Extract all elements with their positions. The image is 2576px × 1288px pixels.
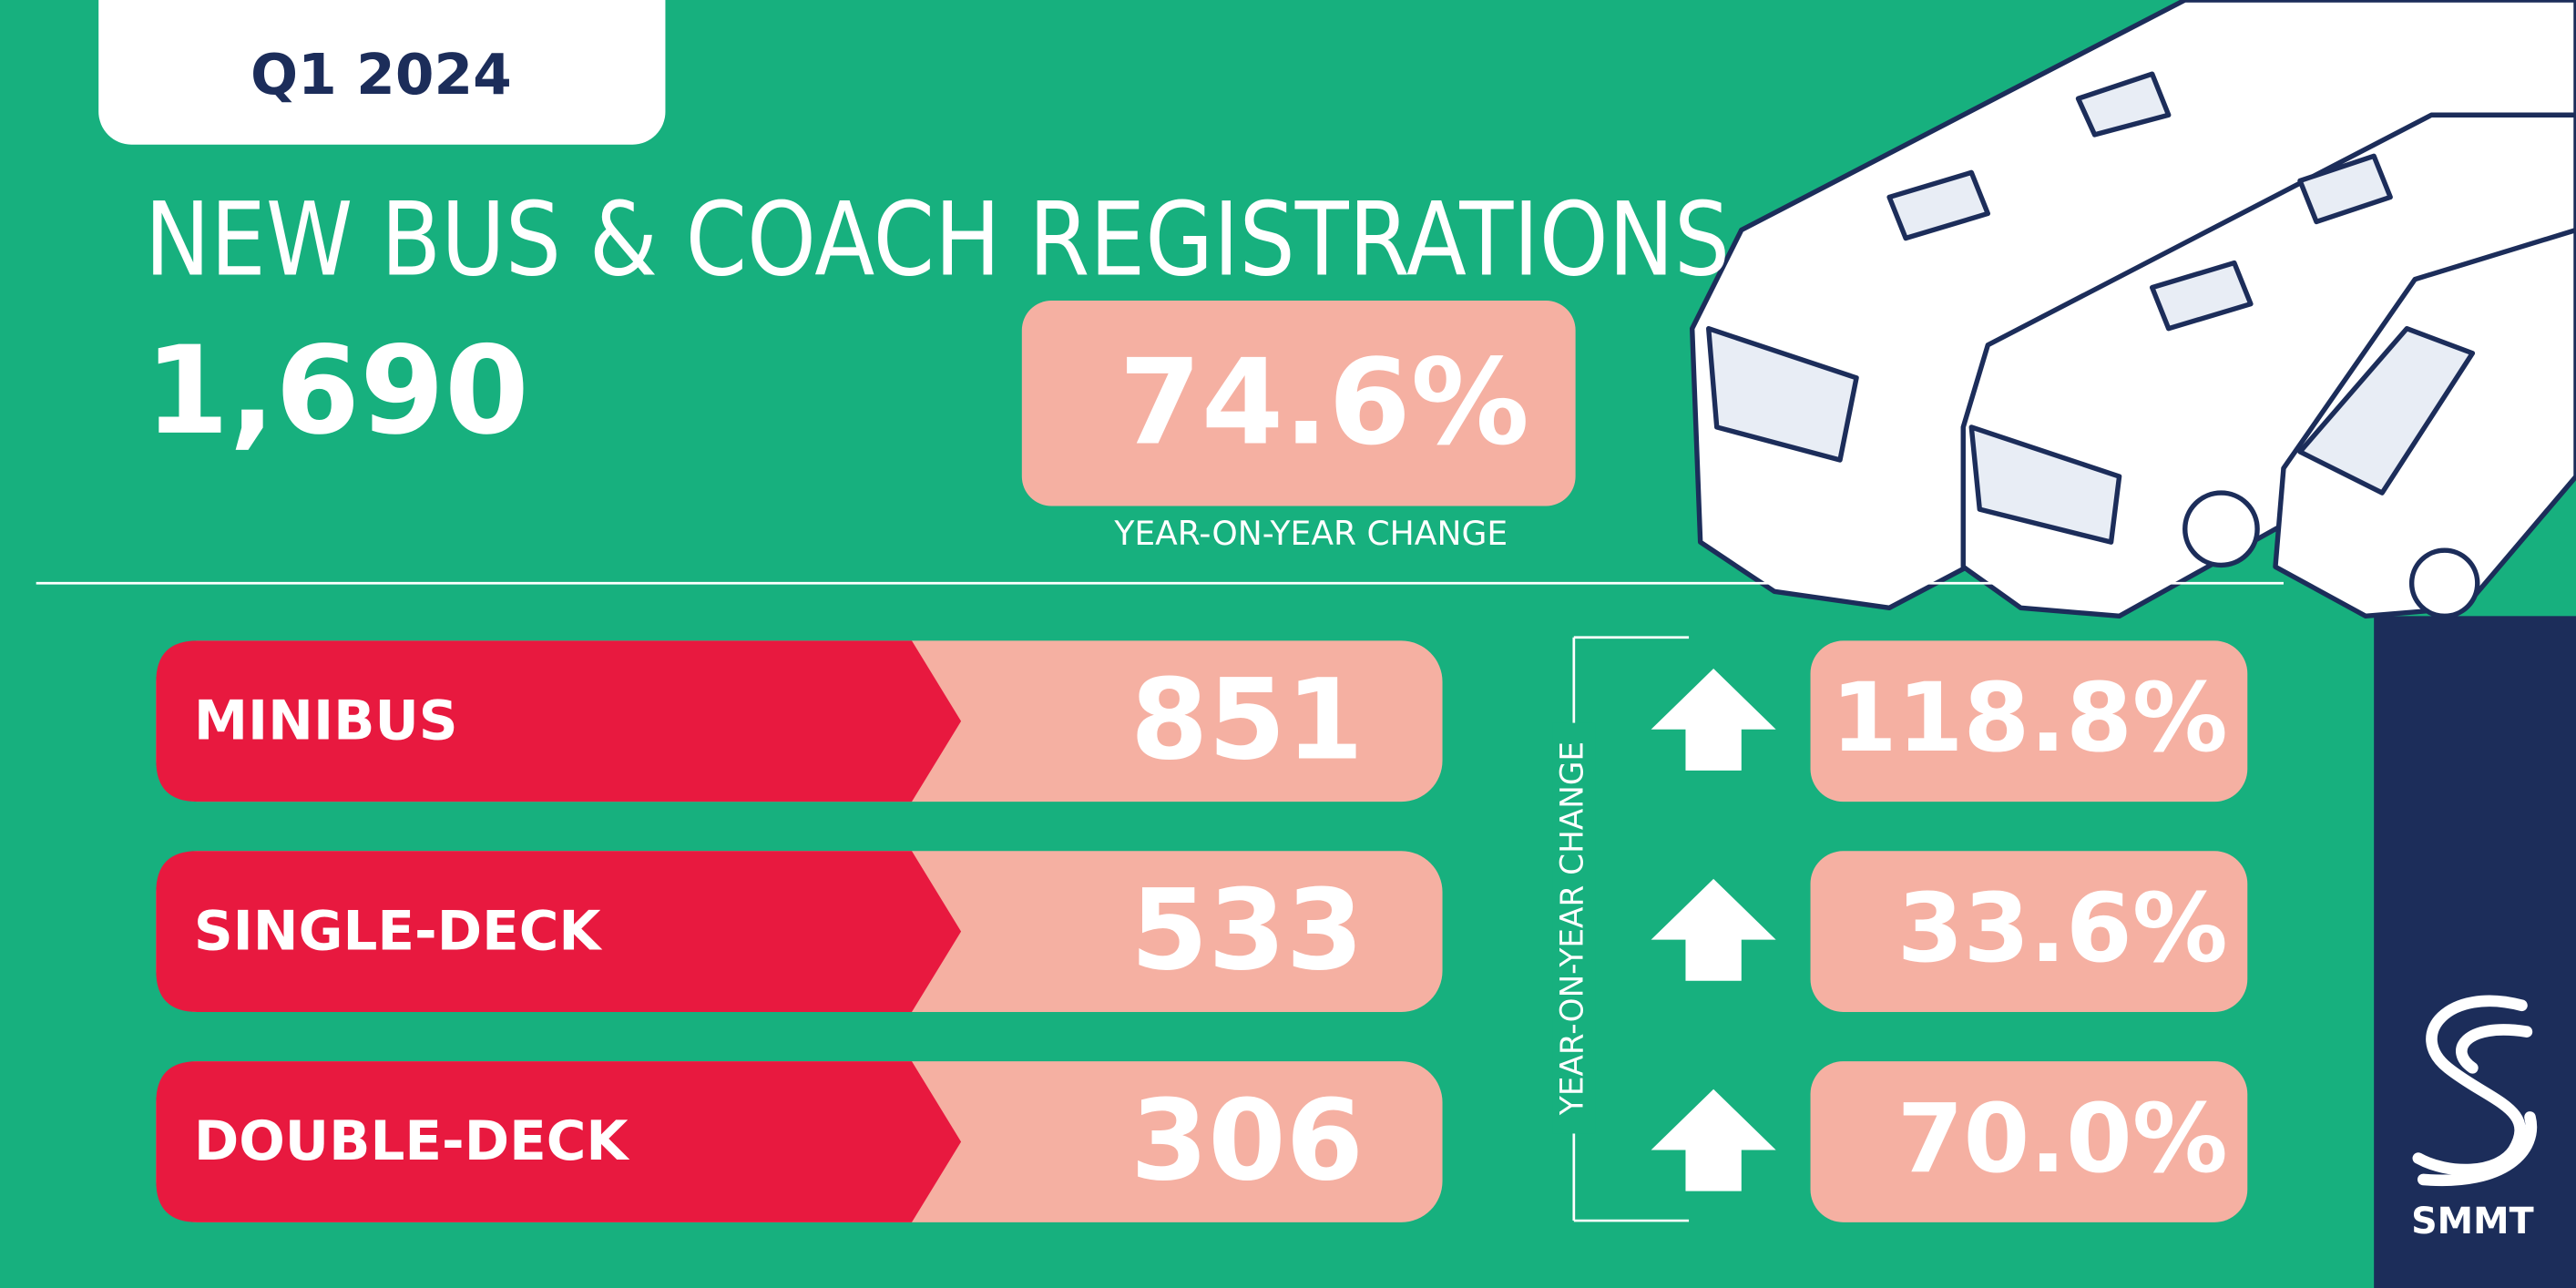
row-change: 33.6% [1897, 873, 2228, 984]
bracket-gap [1552, 722, 1596, 1134]
row-label: MINIBUS [194, 690, 458, 752]
row-label-box [156, 640, 962, 802]
badge-text: Q1 2024 [250, 43, 512, 107]
total-change-box [1021, 301, 1576, 506]
row-label-box [156, 851, 962, 1012]
row-label: DOUBLE-DECK [194, 1110, 630, 1173]
up-arrow [1651, 1089, 1776, 1191]
row-change: 118.8% [1831, 662, 2228, 773]
row-change-box [1810, 1061, 2248, 1222]
logo-panel [2374, 616, 2576, 1288]
row-label-box [156, 1061, 962, 1222]
total-change: 74.6% [1119, 333, 1528, 472]
row-change-box [1810, 640, 2248, 802]
row-change: 70.0% [1897, 1083, 2228, 1194]
bus-illustration [1689, 0, 2576, 619]
badge [98, 0, 666, 145]
total-change-label: YEAR-ON-YEAR CHANGE [1113, 515, 1508, 553]
rows: MINIBUS 851 118.8% SINGLE-DECK 533 33.6% DOUBL… [156, 640, 2248, 1222]
title: NEW BUS & COACH REGISTRATIONS [145, 180, 1730, 299]
row-label: SINGLE-DECK [194, 900, 603, 963]
up-arrow [1651, 669, 1776, 771]
row-change-box [1810, 851, 2248, 1012]
smmt-logo [2412, 995, 2538, 1187]
logo-text: SMMT [2411, 1201, 2534, 1242]
up-arrow [1651, 878, 1776, 981]
total: 1,690 [145, 321, 529, 462]
row-value: 533 [1130, 865, 1364, 996]
row-value: 306 [1130, 1075, 1364, 1205]
row-value: 851 [1130, 655, 1364, 785]
rows-change-label: YEAR-ON-YEAR CHANGE [1554, 741, 1590, 1116]
